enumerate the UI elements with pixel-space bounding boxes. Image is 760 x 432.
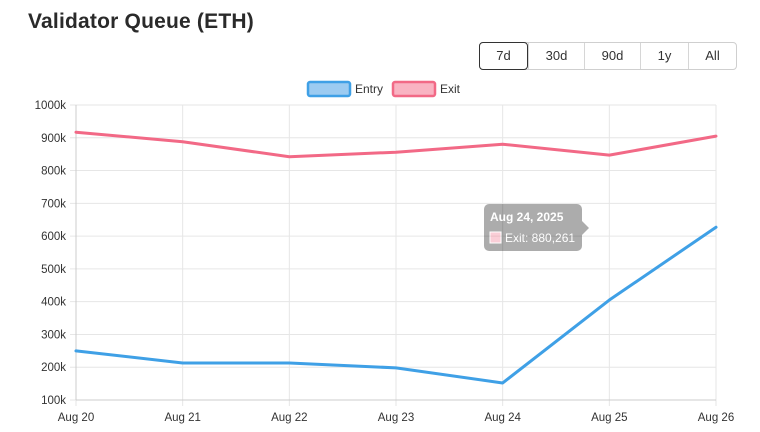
x-tick-label: Aug 23 xyxy=(378,412,414,424)
series-line-exit xyxy=(74,130,718,159)
legend-swatch-entry xyxy=(306,80,352,98)
y-tick-label: 100k xyxy=(41,395,66,407)
axes: 100k 200k 300k 400k 500k 600k 700k 800k 900k 1000… xyxy=(35,100,735,424)
y-tick-label: 700k xyxy=(41,198,66,210)
y-tick-label: 900k xyxy=(41,133,66,145)
x-tick-label: Aug 20 xyxy=(58,412,94,424)
x-tick-label: Aug 21 xyxy=(164,412,200,424)
y-tick-label: 300k xyxy=(41,329,66,341)
range-1y-button[interactable]: 1y xyxy=(640,43,688,69)
range-7d-button[interactable]: 7d xyxy=(479,42,528,70)
tooltip-label: Exit: 880,261 xyxy=(505,231,575,245)
tooltip: Aug 24, 2025 Exit: 880,261 xyxy=(484,204,589,251)
y-tick-label: 800k xyxy=(41,166,66,178)
legend: Entry Exit xyxy=(306,80,461,98)
tooltip-title: Aug 24, 2025 xyxy=(490,210,564,224)
y-tick-label: 600k xyxy=(41,231,66,243)
legend-label-exit: Exit xyxy=(440,82,461,96)
x-tick-label: Aug 26 xyxy=(698,412,734,424)
series-lines xyxy=(74,130,718,385)
tooltip-background xyxy=(484,204,582,251)
legend-label-entry: Entry xyxy=(355,82,383,96)
tooltip-color-swatch xyxy=(489,231,502,244)
tooltip-box: Aug 24, 2025 Exit: 880,261 xyxy=(484,204,589,251)
time-range-selector: 7d 30d 90d 1y All xyxy=(479,42,737,70)
x-tick-label: Aug 24 xyxy=(484,412,521,424)
x-tick-label: Aug 25 xyxy=(591,412,627,424)
y-tick-label: 1000k xyxy=(35,100,67,112)
range-30d-button[interactable]: 30d xyxy=(528,43,584,69)
y-tick-label: 200k xyxy=(41,362,66,374)
series-line-entry xyxy=(74,225,718,385)
y-tick-label: 400k xyxy=(41,297,66,309)
range-all-button[interactable]: All xyxy=(688,43,736,69)
tooltip-caret xyxy=(582,221,589,235)
range-90d-button[interactable]: 90d xyxy=(584,43,640,69)
page-title: Validator Queue (ETH) xyxy=(28,10,254,33)
y-tick-label: 500k xyxy=(41,264,66,276)
x-tick-label: Aug 22 xyxy=(271,412,307,424)
legend-swatch-exit xyxy=(391,80,437,98)
